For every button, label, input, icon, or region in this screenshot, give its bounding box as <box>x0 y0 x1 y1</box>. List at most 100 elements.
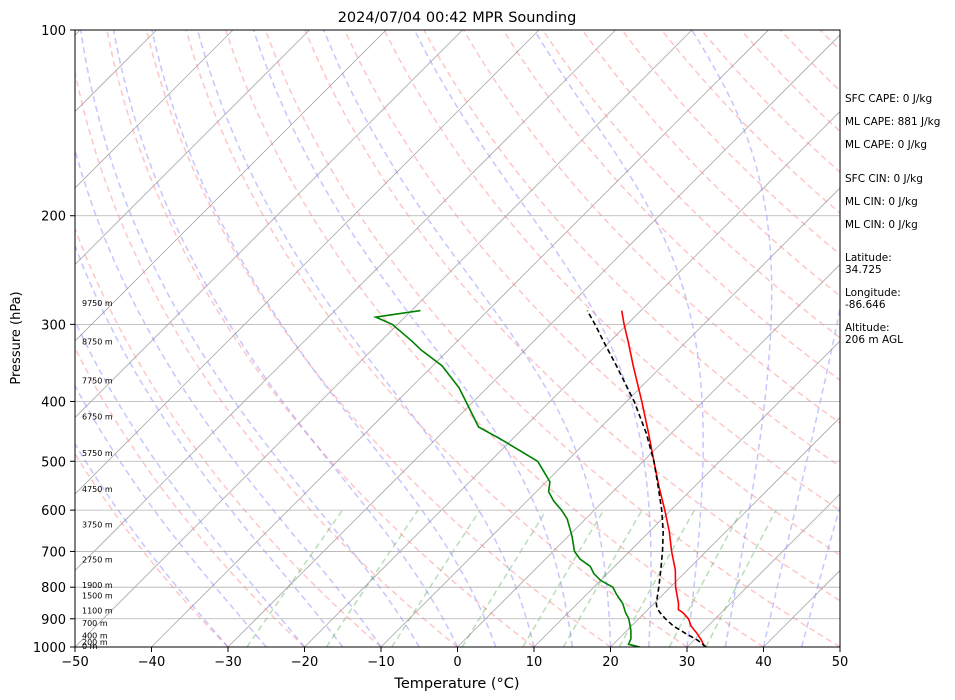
y-tick-label: 600 <box>41 504 66 519</box>
dry-adiabat-line <box>75 346 306 647</box>
moist-adiabat-line <box>75 442 229 647</box>
ml-cin-text: ML CIN: 0 J/kg <box>845 196 918 208</box>
height-label: 6750 m <box>82 413 113 422</box>
x-tick-label: 20 <box>602 655 619 670</box>
dry-adiabat-line <box>75 68 458 647</box>
moist-adiabat-line <box>151 30 497 647</box>
height-label: 4750 m <box>82 485 113 494</box>
parcel-line <box>586 310 707 647</box>
moist-adiabat-line <box>762 304 840 647</box>
isotherm-line <box>75 30 540 495</box>
isotherm-line <box>610 416 840 647</box>
dry-adiabat-line <box>383 30 840 512</box>
isotherm-line <box>151 30 769 647</box>
y-tick-label: 500 <box>41 455 66 470</box>
moist-adiabat-line <box>413 30 652 647</box>
dry-adiabat-line <box>939 30 955 647</box>
sfc-cape-text: SFC CAPE: 0 J/kg <box>845 93 933 105</box>
moist-adiabat-line <box>533 30 704 647</box>
isotherm-lines <box>0 30 840 647</box>
y-tick-label: 700 <box>41 545 66 560</box>
isotherm-line <box>380 187 840 647</box>
mixing-ratio-line <box>562 509 643 647</box>
height-label: 8750 m <box>82 338 113 347</box>
moist-adiabat-line <box>75 243 344 647</box>
moist-adiabat-line <box>252 30 574 647</box>
isotherm-line <box>686 493 840 647</box>
isotherm-line <box>0 30 4 647</box>
moist-adiabat-line <box>196 30 535 647</box>
dry-adiabat-line <box>106 30 535 647</box>
height-label: 5750 m <box>82 449 113 458</box>
dry-adiabat-line <box>185 30 688 647</box>
y-tick-label: 400 <box>41 395 66 410</box>
ml-cin-text-2: ML CIN: 0 J/kg <box>845 219 918 231</box>
height-label: 1100 m <box>82 607 113 616</box>
latitude-text: Latitude: 34.725 <box>845 252 892 276</box>
dewpoint-line <box>372 309 640 647</box>
y-tick-label: 900 <box>41 613 66 628</box>
height-label: 3750 m <box>82 520 113 529</box>
moist-adiabat-line <box>801 504 840 647</box>
x-tick-label: 10 <box>526 655 543 670</box>
mixing-ratio-line <box>705 509 777 647</box>
height-label: 9750 m <box>82 299 113 308</box>
moist-adiabat-lines <box>75 30 840 647</box>
ml-cape-text-2: ML CAPE: 0 J/kg <box>845 139 928 151</box>
x-tick-label: −30 <box>214 655 241 670</box>
x-tick-label: 30 <box>679 655 696 670</box>
y-tick-label: 100 <box>41 24 66 39</box>
sounding-series <box>372 309 707 647</box>
isotherm-line <box>304 110 840 647</box>
y-tick-label: 800 <box>41 581 66 596</box>
temperature-line <box>620 310 706 647</box>
moist-adiabat-line <box>691 30 773 647</box>
x-axis-ticks: −50 −40 −30 −20 −10 0 10 20 30 40 50 <box>61 647 848 670</box>
moist-adiabat-line <box>75 147 382 647</box>
height-label: 2750 m <box>82 555 113 564</box>
x-tick-label: −10 <box>367 655 394 670</box>
isotherm-line <box>75 30 616 572</box>
isotherm-line <box>75 30 234 189</box>
dry-adiabat-line <box>145 30 611 647</box>
x-tick-label: 40 <box>755 655 772 670</box>
isotherm-line <box>457 263 840 647</box>
x-tick-label: −20 <box>291 655 318 670</box>
isotherm-line <box>75 30 387 342</box>
moist-adiabat-line <box>79 30 420 647</box>
x-tick-label: 50 <box>832 655 849 670</box>
dry-adiabat-line <box>423 30 840 468</box>
moist-adiabat-line <box>323 30 612 647</box>
height-label: 7750 m <box>82 376 113 385</box>
x-axis-label: Temperature (°C) <box>393 676 519 692</box>
dry-adiabat-line <box>75 226 382 647</box>
mixing-ratio-lines <box>246 509 777 647</box>
longitude-text: Longitude: -86.646 <box>845 287 901 311</box>
height-label: 400 m <box>82 632 108 641</box>
isotherm-line <box>533 340 840 647</box>
height-label: 1500 m <box>82 591 113 600</box>
x-tick-label: −50 <box>61 655 88 670</box>
x-tick-label: −40 <box>138 655 165 670</box>
y-tick-label: 1000 <box>33 641 66 656</box>
isotherm-line <box>75 30 693 647</box>
y-axis-ticks: 100 200 300 400 500 600 700 800 900 1000 <box>33 24 75 656</box>
dry-adiabat-line <box>264 30 840 647</box>
sfc-cin-text: SFC CIN: 0 J/kg <box>845 173 923 185</box>
moist-adiabat-line <box>75 384 267 647</box>
dry-adiabat-lines <box>75 30 955 647</box>
dry-adiabat-line <box>343 30 840 557</box>
dry-adiabat-line <box>304 30 840 602</box>
mixing-ratio-line <box>668 509 743 647</box>
altitude-text: Altitude: 206 m AGL <box>845 322 903 346</box>
moist-adiabat-line <box>112 30 459 647</box>
pressure-gridlines <box>75 30 840 647</box>
y-axis-label: Pressure (hPa) <box>9 291 24 384</box>
isotherm-line <box>75 30 463 419</box>
mixing-ratio-line <box>246 509 344 647</box>
dry-adiabat-line <box>224 30 764 647</box>
height-label: 1900 m <box>82 581 113 590</box>
x-tick-label: 0 <box>453 655 461 670</box>
